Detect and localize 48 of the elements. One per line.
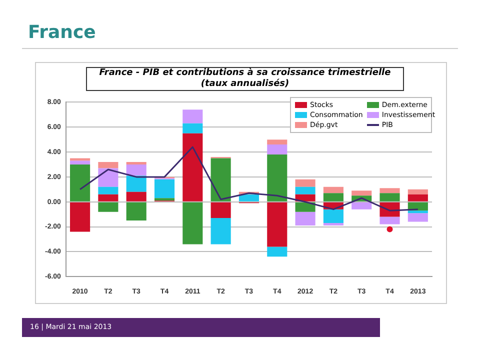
bar <box>295 179 316 187</box>
bar <box>98 194 118 202</box>
bar <box>352 202 372 210</box>
bar <box>267 246 288 257</box>
bar <box>70 164 90 202</box>
bar <box>380 216 400 224</box>
bar <box>295 212 316 226</box>
bar <box>70 160 90 164</box>
bar <box>182 110 203 124</box>
bar <box>295 186 316 194</box>
bar <box>295 194 316 202</box>
bar <box>408 210 428 214</box>
bar <box>380 193 400 202</box>
bar <box>408 194 428 202</box>
bar <box>126 164 146 176</box>
bar <box>126 162 146 164</box>
bar <box>98 186 118 194</box>
bar <box>98 162 118 168</box>
bar <box>295 202 316 212</box>
bar <box>210 218 231 244</box>
bar <box>98 168 118 187</box>
bar <box>154 198 175 201</box>
bar <box>323 209 344 224</box>
bar <box>154 179 175 198</box>
bar <box>126 202 146 221</box>
bar <box>267 154 288 202</box>
bar <box>323 186 344 194</box>
bar <box>126 192 146 202</box>
bar <box>323 223 344 226</box>
bar <box>126 176 146 192</box>
bar <box>380 188 400 194</box>
bar <box>210 158 231 202</box>
bar <box>408 189 428 194</box>
bar <box>267 202 288 247</box>
bar <box>267 140 288 145</box>
bar <box>238 194 260 202</box>
chart-title: France - PIB et contributions à sa croissance trimestrielle (taux annualisés) <box>86 67 404 91</box>
bar <box>70 202 90 232</box>
bar <box>352 190 372 196</box>
bar <box>182 123 203 134</box>
bar <box>182 202 203 244</box>
text: France <box>28 22 96 43</box>
bar <box>408 213 428 222</box>
bar <box>182 133 203 202</box>
bar <box>267 144 288 155</box>
bar <box>323 193 344 202</box>
bar <box>98 202 118 212</box>
bar <box>210 202 231 218</box>
